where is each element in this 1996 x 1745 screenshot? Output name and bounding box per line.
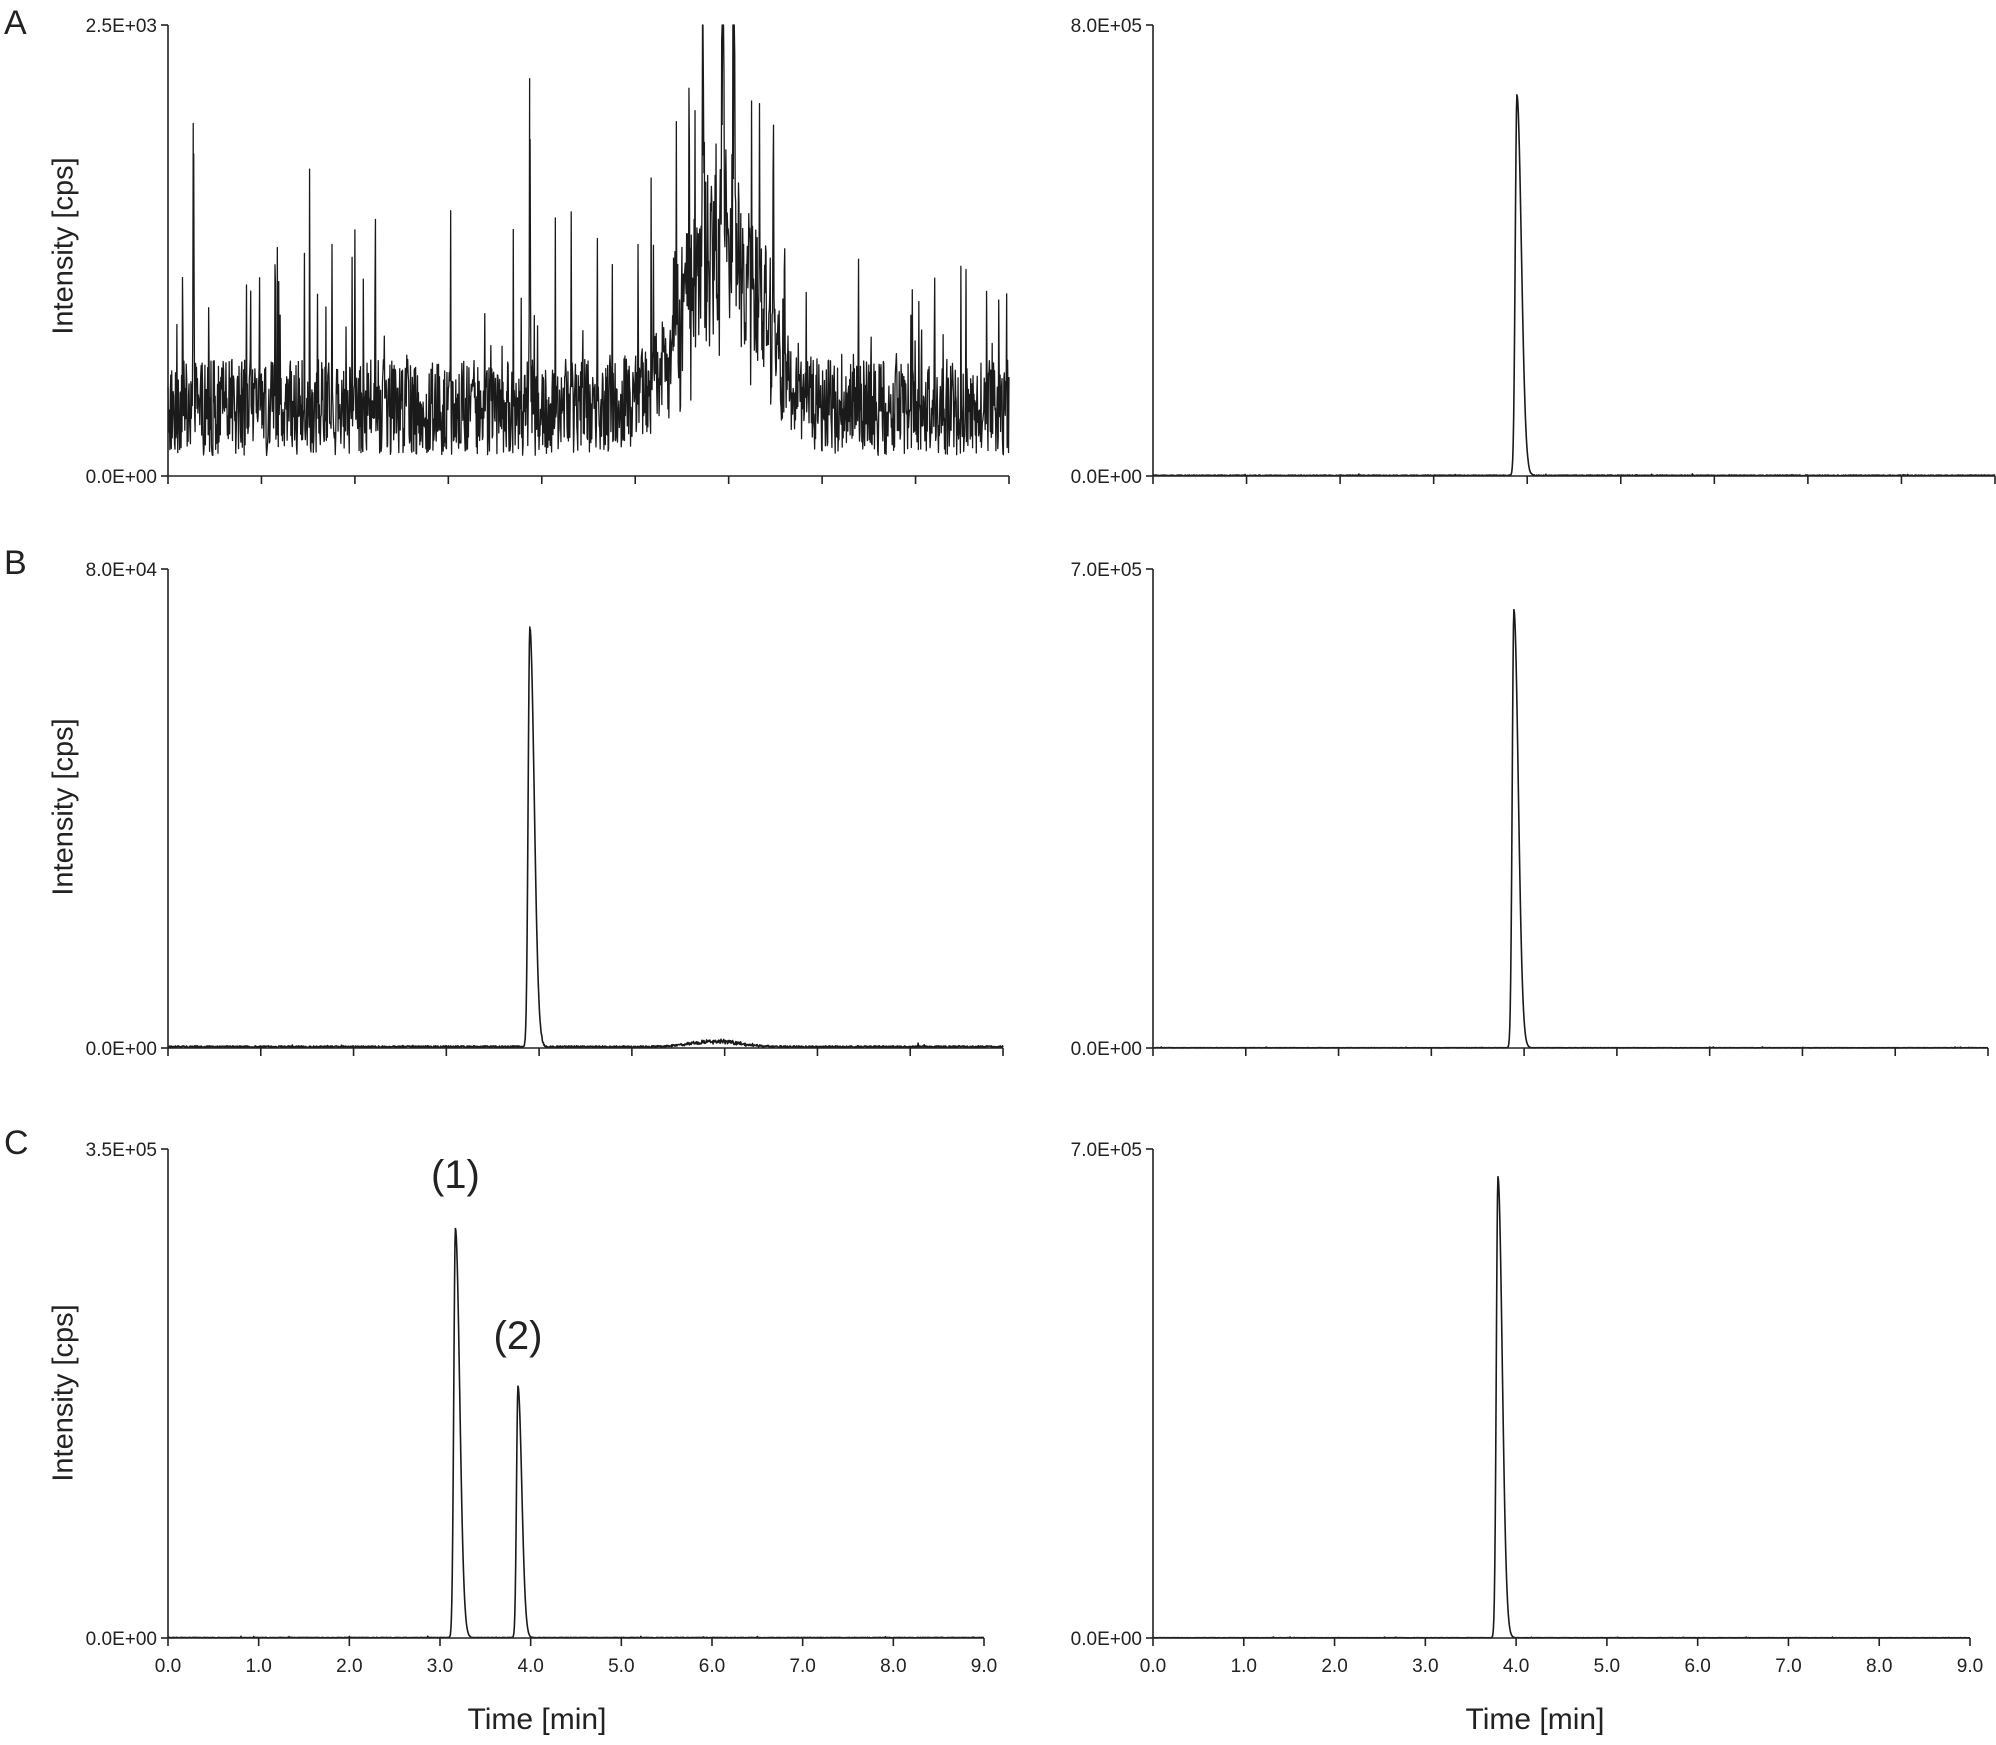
x-tick-label: 6.0 (1684, 1656, 1710, 1677)
chart-c-left: 0.0E+00 3.5E+05 0.0 1.0 2.0 3.0 4.0 5.0 6.0 7.0 8.… (86, 1140, 998, 1677)
x-axis-label-left: Time [min] (467, 1703, 607, 1736)
panel-letter-c: C (4, 1124, 29, 1162)
y-tick-label: 7.0E+05 (1071, 1140, 1142, 1161)
peak-annotation: (1) (431, 1153, 480, 1197)
x-tick-label: 0.0 (1140, 1656, 1166, 1677)
y-tick-label: 3.5E+05 (86, 1140, 157, 1161)
x-tick-label: 3.0 (427, 1656, 453, 1677)
y-tick-label: 8.0E+04 (86, 560, 158, 581)
x-tick-label: 5.0 (1594, 1656, 1620, 1677)
x-tick-label: 8.0 (880, 1656, 906, 1677)
y-tick-label: 0.0E+00 (86, 1039, 157, 1060)
chart-a-left: 0.0E+00 2.5E+03 (86, 16, 1010, 488)
x-tick-label: 7.0 (789, 1656, 815, 1677)
y-tick-label: 0.0E+00 (1071, 1039, 1142, 1060)
x-tick-label: 2.0 (1321, 1656, 1347, 1677)
y-axis-label-a: Intensity [cps] (47, 157, 80, 335)
chart-c-right: 0.0E+00 7.0E+05 0.0 1.0 2.0 3.0 4.0 5.0 6.0 7.0 8.… (1071, 1140, 1984, 1677)
trace-line (1152, 1176, 1971, 1639)
chart-b-left: 0.0E+00 8.0E+04 (86, 560, 1004, 1060)
peak-point-1 (1516, 94, 1518, 97)
chart-a-right: 0.0E+00 8.0E+05 (1071, 16, 1996, 488)
x-tick-label: 9.0 (1957, 1656, 1983, 1677)
trace-line (1152, 608, 1989, 1049)
x-tick-label: 8.0 (1866, 1656, 1892, 1677)
x-tick-label: 0.0 (155, 1656, 181, 1677)
peak-point-2 (528, 168, 531, 171)
x-tick-label: 7.0 (1775, 1656, 1801, 1677)
x-tick-label: 6.0 (699, 1656, 725, 1677)
y-tick-label: 0.0E+00 (1071, 1629, 1142, 1650)
peak-point-1 (192, 222, 195, 225)
peak-point-4 (701, 154, 704, 156)
x-tick-label: 4.0 (517, 1656, 543, 1677)
x-tick-label: 5.0 (608, 1656, 634, 1677)
y-axis-label-c: Intensity [cps] (47, 1304, 80, 1482)
y-tick-label: 7.0E+05 (1071, 560, 1142, 581)
x-tick-label: 1.0 (1231, 1656, 1257, 1677)
x-axis-label-right: Time [min] (1465, 1703, 1605, 1736)
chart-b-right: 0.0E+00 7.0E+05 (1071, 560, 1989, 1060)
panel-letter-b: B (4, 544, 27, 582)
y-tick-label: 8.0E+05 (1071, 16, 1142, 37)
peak-point-3 (721, 123, 723, 126)
x-tick-label: 1.0 (245, 1656, 271, 1677)
y-tick-label: 0.0E+00 (86, 467, 157, 488)
x-tick-label: 9.0 (971, 1656, 997, 1677)
trace-line (167, 24, 1010, 457)
peak-point-1 (529, 628, 531, 630)
x-tick-label: 3.0 (1412, 1656, 1438, 1677)
peak-point-1 (1513, 609, 1515, 611)
x-tick-label: 2.0 (336, 1656, 362, 1677)
trace-line (167, 1227, 985, 1639)
y-tick-label: 2.5E+03 (86, 16, 157, 37)
peak-point-5 (732, 177, 735, 180)
peak-point-1 (454, 1227, 457, 1230)
y-tick-label: 0.0E+00 (86, 1629, 157, 1650)
trace-line (1152, 94, 1996, 477)
y-tick-label: 0.0E+00 (1071, 467, 1142, 488)
y-axis-label-b: Intensity [cps] (47, 718, 80, 896)
panel-letter-a: A (4, 4, 27, 42)
x-tick-label: 4.0 (1503, 1656, 1529, 1677)
peak-annotation: (2) (494, 1314, 543, 1358)
trace-line (167, 626, 1004, 1049)
peak-point-1 (1497, 1176, 1499, 1178)
peak-point-2 (517, 1385, 519, 1388)
